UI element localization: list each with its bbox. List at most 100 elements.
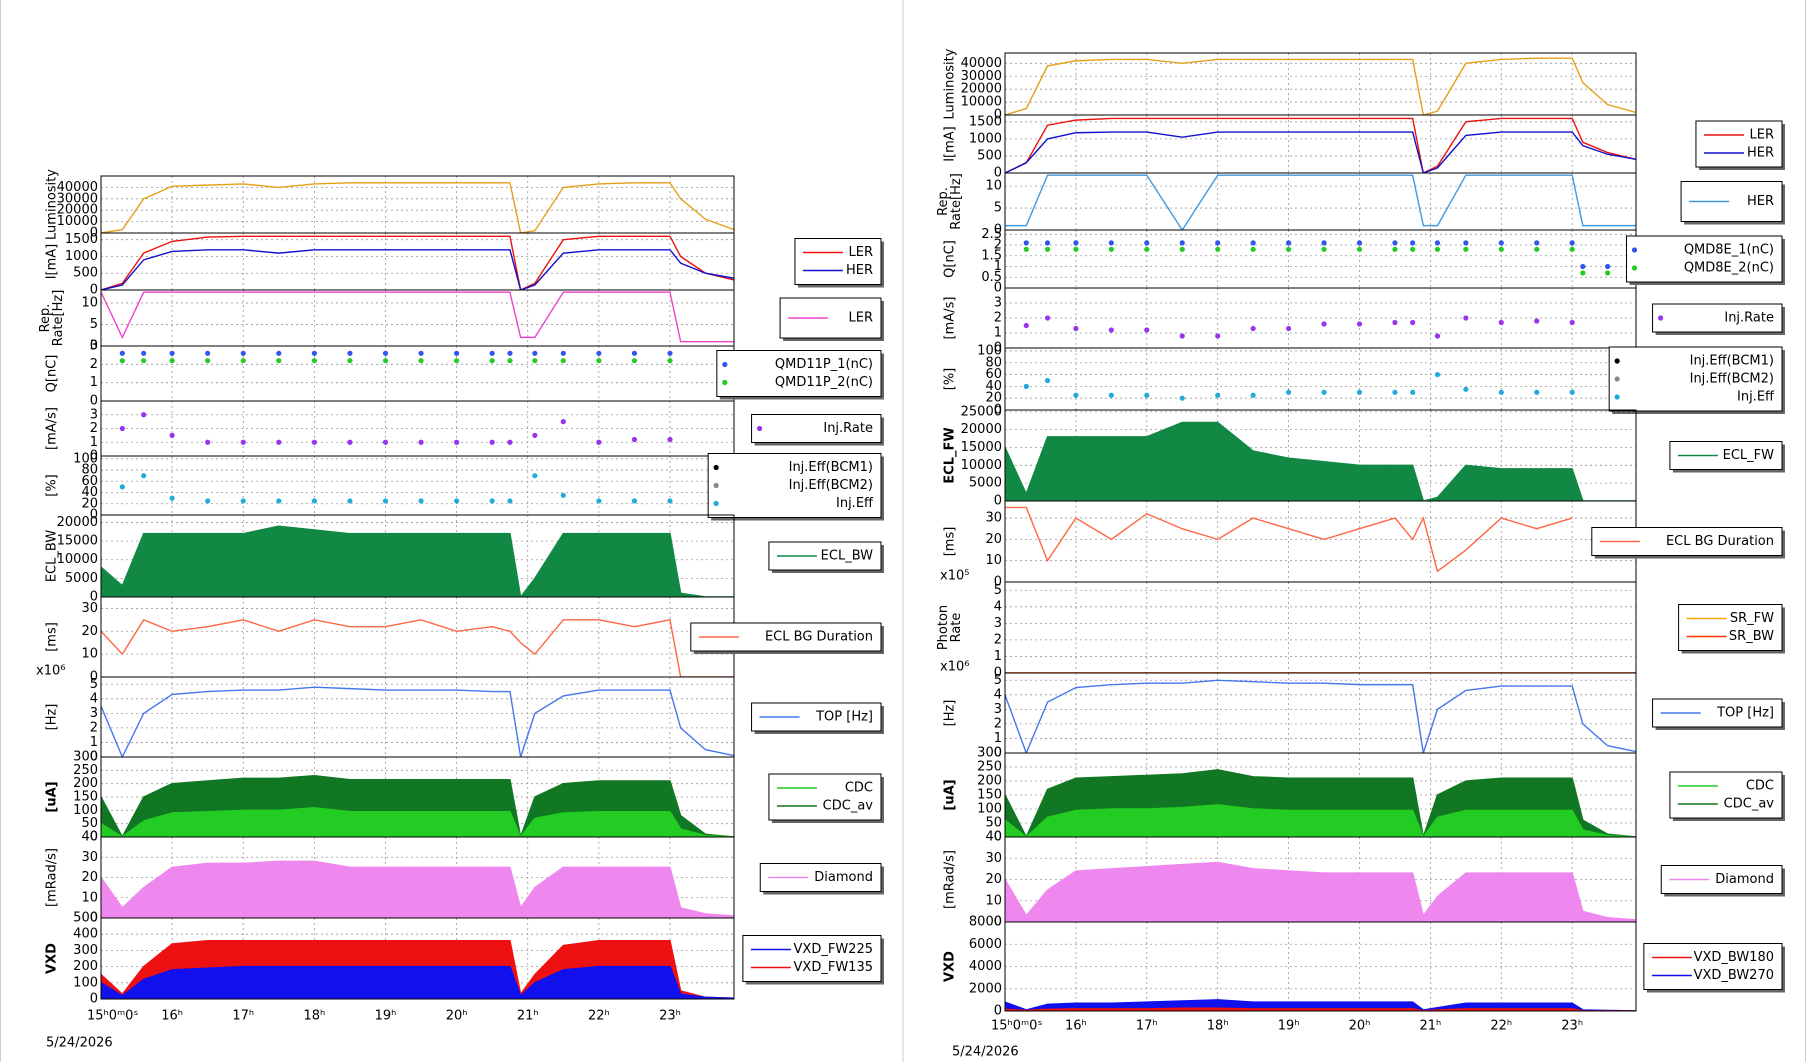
data-point bbox=[141, 473, 147, 479]
x-tick-label: 21ʰ bbox=[517, 1009, 539, 1024]
data-point bbox=[1463, 386, 1469, 392]
plot-area bbox=[1005, 57, 1636, 115]
y-tick-label: 200 bbox=[977, 774, 1002, 789]
series-line bbox=[101, 291, 734, 343]
y-tick-label: 0 bbox=[90, 394, 98, 409]
y-tick-label: 10 bbox=[81, 647, 98, 662]
data-point bbox=[1356, 389, 1363, 395]
data-point bbox=[667, 350, 673, 356]
y-tick-label: 0 bbox=[90, 992, 98, 1007]
data-point bbox=[1179, 240, 1185, 246]
y-tick-label: 100 bbox=[977, 343, 1002, 358]
y-axis-label: [mA/s] bbox=[45, 407, 60, 450]
y-tick-label: 80 bbox=[985, 355, 1002, 370]
data-point bbox=[1580, 263, 1586, 270]
y-axis-label: Photon bbox=[936, 605, 951, 650]
data-point bbox=[454, 498, 460, 504]
x-tick-label: 17ʰ bbox=[232, 1009, 254, 1024]
data-point bbox=[1498, 319, 1504, 326]
y-tick-label: 100 bbox=[73, 975, 98, 990]
legend bbox=[751, 414, 882, 443]
data-point bbox=[119, 358, 125, 364]
data-point bbox=[418, 358, 424, 364]
legend-marker bbox=[1631, 247, 1638, 253]
y-axis-label: ECL_FW bbox=[943, 427, 958, 483]
y-tick-label: 15000 bbox=[961, 440, 1002, 455]
y-tick-label: 4 bbox=[994, 687, 1002, 702]
x-tick-label: 23ʰ bbox=[659, 1009, 681, 1024]
data-point bbox=[1044, 240, 1051, 246]
y-tick-label: 3 bbox=[90, 407, 98, 422]
legend-label: QMD11P_2(nC) bbox=[775, 375, 873, 390]
axis-multiplier: x10⁶ bbox=[940, 660, 969, 675]
legend-label: TOP [Hz] bbox=[1716, 706, 1774, 721]
data-point bbox=[1250, 246, 1256, 252]
y-tick-label: 0 bbox=[994, 666, 1002, 681]
legend bbox=[1678, 604, 1783, 651]
legend-marker bbox=[722, 361, 728, 368]
x-tick-label: 16ʰ bbox=[1065, 1019, 1087, 1034]
legend-marker bbox=[1657, 315, 1664, 321]
data-point bbox=[141, 358, 147, 364]
series-line bbox=[101, 249, 734, 290]
series-line bbox=[1005, 506, 1573, 573]
data-point bbox=[418, 498, 424, 504]
data-point bbox=[596, 358, 602, 364]
y-axis-label: ECL_BW bbox=[45, 530, 60, 582]
plot-area bbox=[101, 182, 734, 233]
y-tick-label: 3 bbox=[90, 339, 98, 354]
legend-label: HER bbox=[1747, 194, 1774, 209]
y-tick-label: 1500 bbox=[65, 232, 98, 247]
y-tick-label: 300 bbox=[73, 943, 98, 958]
y-tick-label: 200 bbox=[73, 776, 98, 791]
y-tick-label: 30 bbox=[985, 851, 1002, 866]
plot-area bbox=[101, 235, 734, 290]
data-point bbox=[489, 350, 495, 356]
legend bbox=[794, 238, 882, 285]
series-line bbox=[101, 686, 734, 757]
legend-label: QMD8E_2(nC) bbox=[1684, 261, 1774, 276]
series-line bbox=[1005, 861, 1636, 921]
data-point bbox=[1179, 395, 1185, 401]
legend-label: HER bbox=[1747, 146, 1774, 161]
data-point bbox=[1392, 389, 1398, 395]
y-tick-label: 250 bbox=[977, 760, 1002, 775]
y-tick-label: 10000 bbox=[57, 552, 98, 567]
data-point bbox=[205, 350, 211, 356]
legend bbox=[716, 350, 882, 397]
series-line bbox=[101, 774, 734, 837]
y-axis-label: Luminosity bbox=[943, 48, 958, 119]
y-tick-label: 10 bbox=[81, 295, 98, 310]
y-axis-label: VXD bbox=[943, 951, 958, 982]
data-point bbox=[1463, 246, 1469, 252]
plot-area bbox=[101, 686, 734, 757]
y-tick-label: 1000 bbox=[65, 249, 98, 264]
data-point bbox=[1534, 246, 1540, 252]
plot-area bbox=[1005, 506, 1573, 573]
y-tick-label: 20 bbox=[985, 391, 1002, 406]
data-point bbox=[382, 358, 389, 364]
data-point bbox=[532, 473, 538, 479]
y-tick-label: 20 bbox=[985, 532, 1002, 547]
y-axis-label: Rep. bbox=[936, 187, 951, 216]
plot-area bbox=[101, 525, 734, 597]
data-point bbox=[240, 350, 246, 356]
data-point bbox=[276, 439, 282, 445]
y-tick-label: 1 bbox=[90, 435, 98, 450]
y-tick-label: 200 bbox=[73, 959, 98, 974]
series-line bbox=[101, 939, 734, 999]
y-tick-label: 100 bbox=[977, 802, 1002, 817]
plot-area bbox=[1023, 315, 1575, 339]
data-point bbox=[1108, 327, 1114, 333]
data-point bbox=[454, 439, 460, 445]
data-point bbox=[560, 492, 566, 498]
plot-area bbox=[1023, 240, 1636, 276]
y-tick-label: 100 bbox=[73, 451, 98, 466]
data-point bbox=[1534, 240, 1540, 246]
data-point bbox=[1356, 321, 1363, 327]
data-point bbox=[205, 498, 211, 504]
y-tick-label: 40 bbox=[81, 485, 98, 500]
legend-label: Inj.Eff(BCM2) bbox=[1690, 372, 1774, 387]
y-tick-label: 0 bbox=[994, 403, 1002, 418]
legend-label: VXD_BW180 bbox=[1694, 950, 1774, 965]
